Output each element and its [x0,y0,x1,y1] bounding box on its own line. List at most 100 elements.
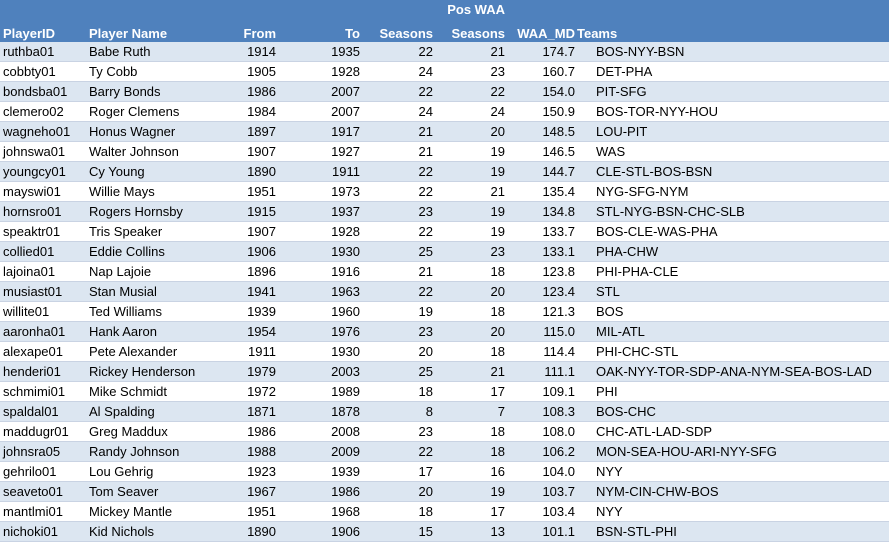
waa-md-cell[interactable]: 103.4 [542,504,575,519]
teams-cell[interactable]: PHA-CHW [596,244,659,259]
player-name-cell[interactable]: Walter Johnson [89,144,179,159]
teams-cell[interactable]: STL [596,284,620,299]
pos-waa-seasons-cell[interactable]: 18 [490,264,505,279]
waa-md-cell[interactable]: 104.0 [542,464,575,479]
waa-md-cell[interactable]: 108.3 [542,404,575,419]
player-id-cell[interactable]: cobbty01 [3,64,56,79]
teams-cell[interactable]: CLE-STL-BOS-BSN [596,164,713,179]
player-name-cell[interactable]: Tom Seaver [89,484,159,499]
teams-cell[interactable]: PHI [596,384,618,399]
waa-md-cell[interactable]: 144.7 [542,164,575,179]
pos-waa-seasons-cell[interactable]: 23 [490,244,505,259]
from-cell[interactable]: 1939 [247,304,276,319]
pos-waa-seasons-cell[interactable]: 17 [490,504,505,519]
teams-cell[interactable]: BOS [596,304,624,319]
pos-waa-seasons-cell[interactable]: 19 [490,204,505,219]
seasons-cell[interactable]: 22 [418,444,433,459]
pos-waa-seasons-cell[interactable]: 21 [490,184,505,199]
from-cell[interactable]: 1890 [247,524,276,539]
player-id-cell[interactable]: speaktr01 [3,224,61,239]
teams-cell[interactable]: BOS-NYY-BSN [596,44,685,59]
waa-md-cell[interactable]: 106.2 [542,444,575,459]
to-cell[interactable]: 1986 [331,484,360,499]
teams-cell[interactable]: BOS-CHC [596,404,656,419]
header-cell-teams[interactable]: Teams [575,0,889,42]
to-cell[interactable]: 1930 [331,244,360,259]
teams-cell[interactable]: NYG-SFG-NYM [596,184,689,199]
from-cell[interactable]: 1897 [247,124,276,139]
waa-md-cell[interactable]: 133.7 [542,224,575,239]
player-id-cell[interactable]: maddugr01 [3,424,69,439]
seasons-cell[interactable]: 19 [418,304,433,319]
to-cell[interactable]: 2007 [331,84,360,99]
to-cell[interactable]: 1928 [331,64,360,79]
teams-cell[interactable]: WAS [596,144,626,159]
seasons-cell[interactable]: 22 [418,164,433,179]
pos-waa-seasons-cell[interactable]: 21 [490,364,505,379]
seasons-cell[interactable]: 20 [418,484,433,499]
seasons-cell[interactable]: 22 [418,44,433,59]
from-cell[interactable]: 1988 [247,444,276,459]
player-name-cell[interactable]: Roger Clemens [89,104,180,119]
player-id-cell[interactable]: hornsro01 [3,204,62,219]
to-cell[interactable]: 1968 [331,504,360,519]
waa-md-cell[interactable]: 148.5 [542,124,575,139]
from-cell[interactable]: 1905 [247,64,276,79]
pos-waa-seasons-cell[interactable]: 19 [490,144,505,159]
player-id-cell[interactable]: lajoina01 [3,264,56,279]
player-name-cell[interactable]: Cy Young [89,164,145,179]
waa-md-cell[interactable]: 103.7 [542,484,575,499]
to-cell[interactable]: 2009 [331,444,360,459]
to-cell[interactable]: 1937 [331,204,360,219]
pos-waa-seasons-cell[interactable]: 22 [490,84,505,99]
player-name-cell[interactable]: Babe Ruth [89,44,151,59]
from-cell[interactable]: 1911 [248,344,276,359]
waa-md-cell[interactable]: 111.1 [544,364,575,379]
player-name-cell[interactable]: Mike Schmidt [89,384,168,399]
to-cell[interactable]: 1963 [331,284,360,299]
pos-waa-seasons-cell[interactable]: 19 [490,484,505,499]
player-id-cell[interactable]: spaldal01 [3,404,59,419]
to-cell[interactable]: 1928 [331,224,360,239]
player-id-cell[interactable]: clemero02 [3,104,64,119]
seasons-cell[interactable]: 8 [425,404,433,419]
from-cell[interactable]: 1871 [247,404,276,419]
teams-cell[interactable]: PHI-CHC-STL [596,344,679,359]
waa-md-cell[interactable]: 123.4 [542,284,575,299]
pos-waa-seasons-cell[interactable]: 20 [490,284,505,299]
to-cell[interactable]: 1916 [331,264,360,279]
to-cell[interactable]: 1930 [331,344,360,359]
seasons-cell[interactable]: 20 [418,344,433,359]
player-name-cell[interactable]: Ty Cobb [89,64,138,79]
player-id-cell[interactable]: mayswi01 [3,184,61,199]
from-cell[interactable]: 1896 [247,264,276,279]
seasons-cell[interactable]: 25 [418,244,433,259]
to-cell[interactable]: 2007 [331,104,360,119]
waa-md-cell[interactable]: 150.9 [542,104,575,119]
player-id-cell[interactable]: wagneho01 [3,124,71,139]
player-name-cell[interactable]: Randy Johnson [89,444,180,459]
waa-md-cell[interactable]: 121.3 [542,304,575,319]
player-id-cell[interactable]: musiast01 [3,284,63,299]
seasons-cell[interactable]: 21 [418,124,433,139]
player-name-cell[interactable]: Ted Williams [89,304,162,319]
pos-waa-seasons-cell[interactable]: 18 [490,444,505,459]
player-id-cell[interactable]: nichoki01 [3,524,58,539]
pos-waa-seasons-cell[interactable]: 18 [490,344,505,359]
to-cell[interactable]: 1878 [331,404,360,419]
seasons-cell[interactable]: 23 [418,424,433,439]
waa-md-cell[interactable]: 134.8 [542,204,575,219]
teams-cell[interactable]: MIL-ATL [596,324,645,339]
waa-md-cell[interactable]: 154.0 [542,84,575,99]
teams-cell[interactable]: DET-PHA [596,64,653,79]
seasons-cell[interactable]: 22 [418,224,433,239]
pos-waa-seasons-cell[interactable]: 19 [490,224,505,239]
from-cell[interactable]: 1907 [247,144,276,159]
to-cell[interactable]: 1917 [331,124,360,139]
player-name-cell[interactable]: Pete Alexander [89,344,178,359]
player-id-cell[interactable]: henderi01 [3,364,61,379]
teams-cell[interactable]: CHC-ATL-LAD-SDP [596,424,713,439]
to-cell[interactable]: 1973 [331,184,360,199]
from-cell[interactable]: 1906 [247,244,276,259]
player-id-cell[interactable]: ruthba01 [3,44,55,59]
